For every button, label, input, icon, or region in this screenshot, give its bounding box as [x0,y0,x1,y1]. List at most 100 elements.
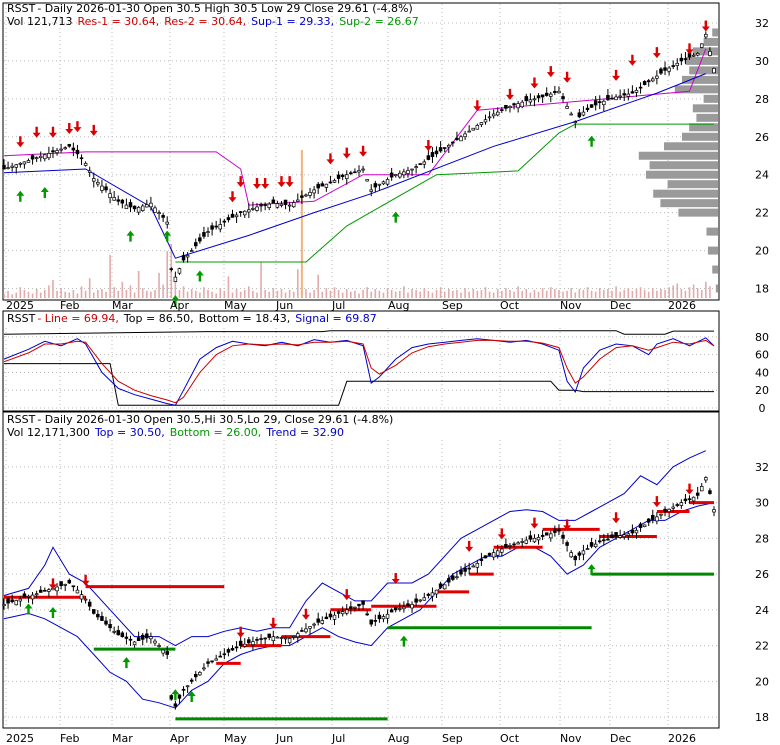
volume-bar [80,286,83,298]
volume-profile-bar [685,56,718,65]
volume-bar [545,290,548,298]
sup1-label: Sup-1 = 29.33, [251,15,334,28]
candle-body [467,567,471,570]
candle-body [512,543,516,546]
volume-bar [280,289,283,298]
volume-bar [248,286,250,298]
trend-bottom-label: Bottom = 26.00, [170,426,262,439]
volume-bar [680,289,683,298]
candle-body [116,630,121,636]
candle-body [349,606,353,609]
x-tick-label: Apr [170,732,190,745]
volume-bar [562,291,564,298]
candle-body [614,532,618,537]
volume-bar [219,288,222,298]
volume-bar [647,291,650,298]
buy-arrow [48,607,57,619]
y-tick-label: 30 [755,497,769,510]
x-tick-label: Dec [610,299,631,312]
sell-arrow [252,177,261,189]
candle-body [308,626,312,629]
volume-bar [668,287,670,298]
volume-bar [354,290,356,298]
trend-header-line1: RSST - Daily 2026-01-30 Open 30.5,Hi 30.5… [7,413,393,426]
candle-body [116,199,121,202]
sell-arrow [359,145,368,157]
candle-body [75,149,80,155]
candle-body [565,106,569,109]
candle-body [410,168,414,171]
volume-profile-bar [646,170,718,179]
candle-body [504,104,508,109]
volume-profile-bar [660,199,718,208]
candle-body [59,581,63,587]
candle-body [549,93,553,97]
candle-body [434,150,439,155]
volume-bar [419,291,422,298]
candle-body [544,532,549,536]
candle-body [630,91,635,94]
y-tick-label: 30 [755,55,769,68]
volume-bar [484,287,487,298]
candle-body [406,170,410,174]
candle-body [369,619,373,625]
sell-arrow [301,608,310,620]
trend-header-line2: Vol 12,171,300 Top = 30.50, Bottom = 26.00… [7,426,344,439]
candle-body [467,130,471,133]
trend-levels [4,501,714,721]
x-tick-label: Dec [610,732,631,745]
candle-body [26,596,31,598]
volume-bar [333,287,336,298]
candle-body [638,86,643,89]
volume-bar [639,287,642,298]
candle-body [128,202,133,208]
candle-body [34,157,39,159]
volume-bar [133,292,136,298]
candle-body [495,111,500,116]
candle-body [365,179,369,182]
candle-body [136,637,141,641]
candle-body [532,98,537,101]
trend-trend-label: Trend = 32.90 [265,426,344,439]
candle-body [332,180,337,183]
volume-profile-bar [674,85,718,94]
candle-body [479,558,484,562]
volume-bar [443,291,446,298]
volume-bar [558,289,560,298]
candle-body [430,152,435,158]
candle-body [320,620,325,624]
candle-body [557,529,561,532]
candle-body [589,542,594,547]
volume-bar [137,271,140,298]
volume-bar [399,290,401,298]
candle-body [438,147,443,152]
stochastic-bottom-label: Bottom = 18.43, [199,312,291,325]
sell-arrow [228,191,237,203]
volume-bar [292,291,295,298]
y-tick-label: 26 [755,568,769,581]
candle-body [247,639,251,644]
volume-bar [521,290,524,298]
volume-bar [64,291,67,298]
y-tick-label: 24 [755,169,769,182]
candle-body [597,101,602,103]
candle-body [169,268,174,271]
candle-body [687,498,692,501]
volume-bar [309,292,311,298]
candle-body [655,516,659,522]
candle-body [695,492,700,496]
candle-body [75,589,80,594]
sell-arrow [73,121,82,133]
candle-body [353,606,357,609]
candle-body [283,199,288,205]
candle-body [149,202,153,208]
candle-body [491,552,496,558]
sell-arrow [563,71,572,83]
candle-body [393,607,398,611]
candle-body [544,92,549,96]
resistance-line [3,48,707,206]
candle-body [279,637,284,639]
candle-body [508,545,512,547]
candle-body [695,52,700,56]
